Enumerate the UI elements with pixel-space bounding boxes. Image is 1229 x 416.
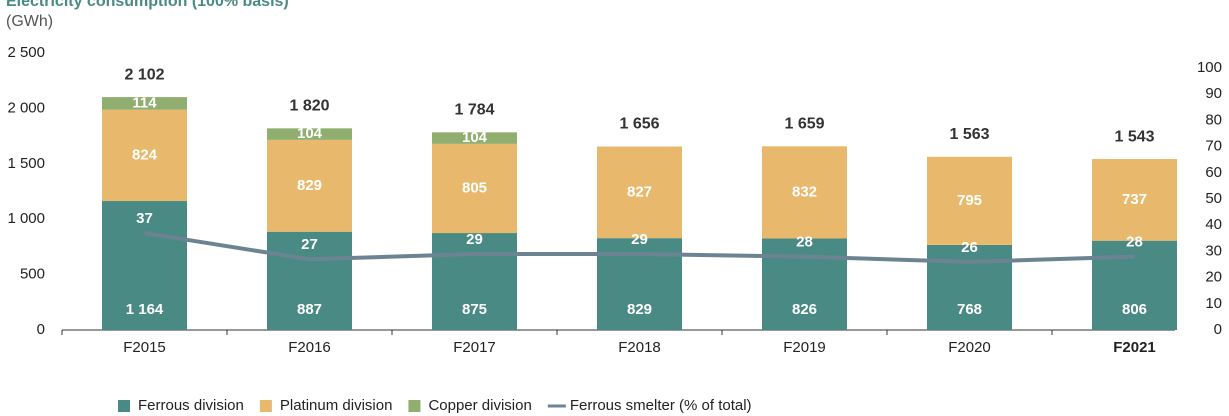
y2-tick-label: 50 [1205, 190, 1222, 207]
y-tick-label: 2 500 [7, 44, 45, 61]
legend-label: Ferrous division [138, 397, 244, 414]
data-label: 806 [1122, 301, 1147, 318]
bar-segment [432, 233, 517, 330]
legend-swatch [118, 400, 130, 412]
bar-segment [102, 109, 187, 202]
data-label: 737 [1122, 191, 1147, 208]
y2-tick-label: 0 [1214, 321, 1222, 338]
y-tick-label: 0 [37, 321, 45, 338]
bar-segment [762, 146, 847, 239]
y2-tick-label: 100 [1197, 59, 1222, 76]
line-label: 29 [631, 231, 648, 248]
total-label: 1 784 [454, 102, 494, 119]
bar-segment [927, 156, 1012, 245]
y2-tick-label: 60 [1205, 164, 1222, 181]
chart-subtitle: (GWh) [6, 13, 53, 30]
data-label: 832 [792, 183, 817, 200]
legend-swatch [259, 400, 272, 412]
data-label: 824 [132, 146, 158, 163]
data-label: 829 [297, 177, 322, 194]
y-tick-label: 1 500 [7, 155, 45, 172]
line-label: 29 [466, 231, 483, 248]
chart-title: Electricity consumption (100% basis) [6, 0, 289, 10]
y2-tick-label: 70 [1205, 138, 1222, 155]
total-label: 1 656 [619, 116, 659, 133]
y-tick-label: 500 [20, 266, 45, 283]
line-label: 26 [961, 239, 978, 256]
total-label: 1 659 [784, 115, 824, 132]
x-tick-label: F2019 [783, 339, 826, 356]
total-label: 1 820 [289, 98, 329, 115]
line-label: 37 [136, 210, 153, 227]
data-label: 829 [627, 301, 652, 318]
y-tick-label: 2 000 [7, 99, 45, 116]
y2-tick-label: 40 [1205, 216, 1222, 233]
y2-tick-label: 10 [1205, 295, 1222, 312]
data-label: 875 [462, 301, 487, 318]
data-label: 114 [132, 94, 157, 111]
x-tick-label: F2016 [288, 339, 331, 356]
line [144, 231, 1135, 264]
data-label: 1 164 [126, 301, 164, 318]
bar-segment [102, 201, 187, 330]
legend-label: Platinum division [280, 397, 393, 414]
data-label: 795 [957, 192, 982, 209]
x-tick-label: F2018 [618, 339, 661, 356]
bar-segment [432, 132, 517, 144]
bar-segment [267, 231, 352, 330]
data-label: 827 [627, 183, 652, 200]
x-tick-label: F2020 [948, 339, 991, 356]
bar-segment [1092, 159, 1177, 241]
data-label: 805 [462, 179, 487, 196]
legend-label: Ferrous smelter (% of total) [570, 397, 752, 414]
bar-segment [102, 97, 187, 110]
total-label: 1 563 [949, 126, 989, 143]
bar-segment [267, 128, 352, 140]
y2-tick-label: 20 [1205, 269, 1222, 286]
y2-tick-label: 30 [1205, 242, 1222, 259]
bar-segment [762, 238, 847, 330]
line-label: 28 [1126, 234, 1143, 251]
legend-swatch [408, 400, 421, 412]
x-tick-label: F2021 [1113, 339, 1156, 356]
data-label: 768 [957, 301, 982, 318]
total-label: 2 102 [124, 66, 164, 83]
data-label: 887 [297, 301, 322, 318]
y2-tick-label: 90 [1205, 85, 1222, 102]
bar-segment [432, 143, 517, 234]
line-label: 27 [301, 236, 318, 253]
bar-segment [267, 139, 352, 232]
line-label: 28 [796, 234, 813, 251]
x-tick-label: F2017 [453, 339, 496, 356]
y2-tick-label: 80 [1205, 111, 1222, 128]
data-label: 104 [462, 129, 488, 146]
bar-segment [597, 146, 682, 239]
x-tick-label: F2015 [123, 339, 166, 356]
legend-label: Copper division [428, 397, 531, 414]
data-label: 104 [297, 125, 323, 142]
data-label: 826 [792, 301, 817, 318]
y-tick-label: 1 000 [7, 210, 45, 227]
total-label: 1 543 [1114, 128, 1154, 145]
